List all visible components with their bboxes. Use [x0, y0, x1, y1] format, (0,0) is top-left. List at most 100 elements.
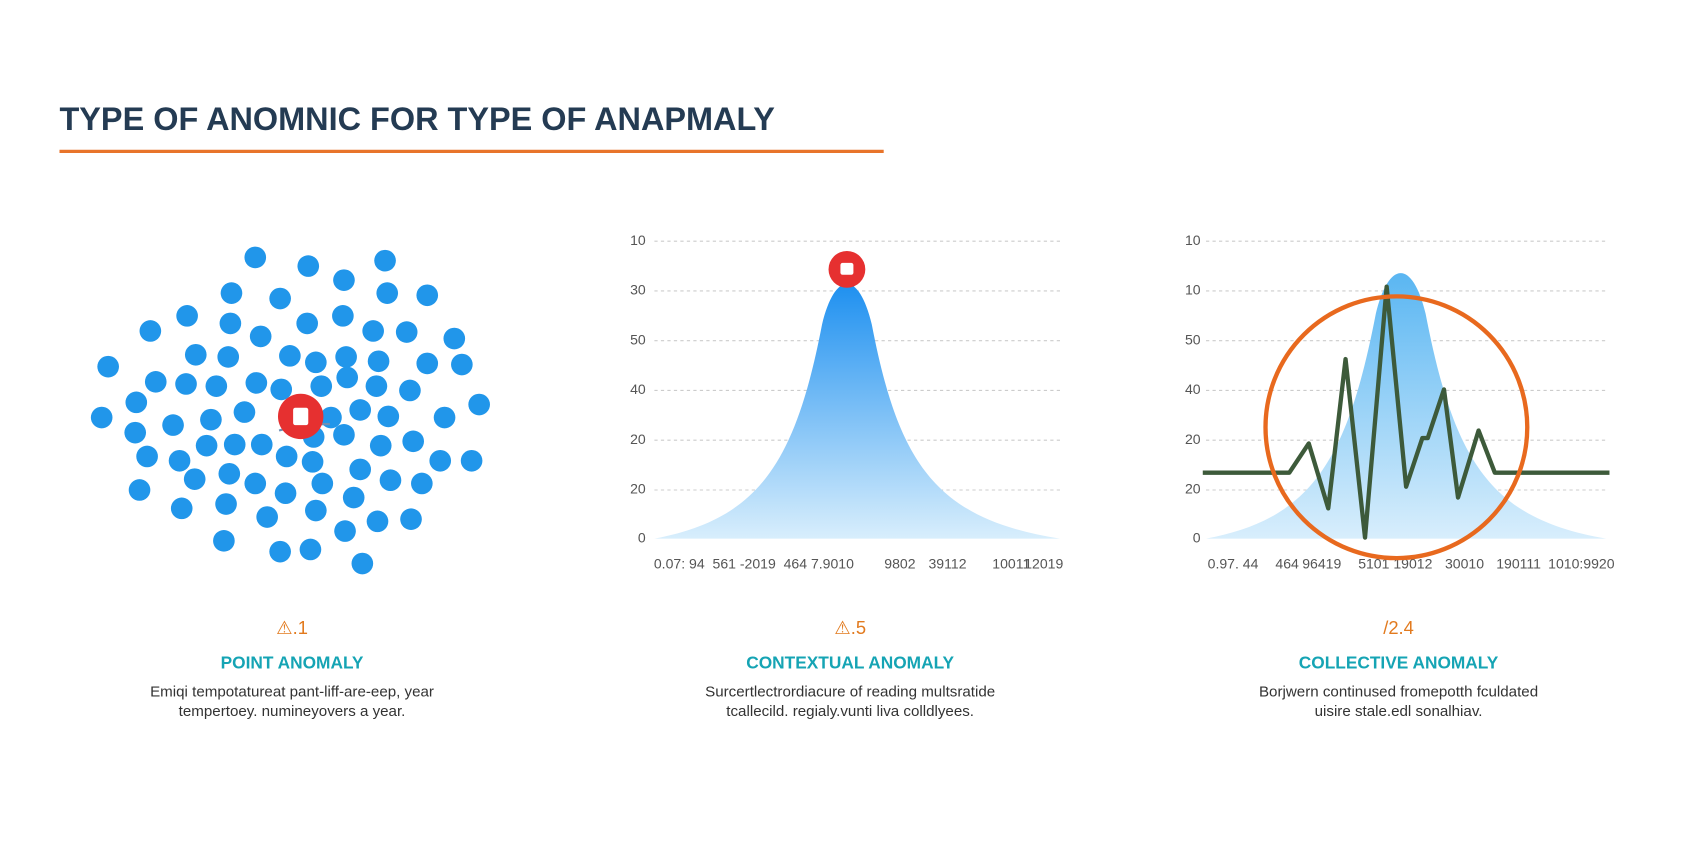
dot [219, 312, 242, 335]
dot [244, 472, 267, 495]
x-tick-label: 464 [1275, 555, 1299, 571]
dot [443, 327, 466, 350]
dot [399, 379, 421, 402]
dot [468, 393, 490, 416]
x-tick-label: 5101 19012 [1358, 555, 1432, 571]
dot [310, 375, 333, 397]
marker-icon [840, 262, 854, 275]
y-tick-label: 20 [630, 481, 646, 497]
x-tick-label: 30010 [1445, 555, 1484, 571]
dot [175, 373, 197, 395]
dot [297, 255, 320, 277]
heading: POINT ANOMALY [221, 652, 364, 672]
dot [90, 406, 113, 429]
y-tick-label: 10 [1185, 282, 1201, 298]
dot [379, 469, 402, 492]
dot [349, 399, 371, 421]
dot [250, 433, 273, 456]
x-tick-label: 561 -2019 [713, 555, 776, 571]
dot [200, 408, 222, 431]
dot [275, 445, 298, 468]
dot [220, 282, 243, 304]
x-tick-label: 9802 [884, 555, 915, 571]
y-tick-label: 20 [1185, 481, 1201, 497]
description: Borjwern continused fromepotth fculdated [1259, 684, 1538, 701]
badge: ⚠.5 [834, 617, 866, 638]
dot [342, 486, 365, 509]
bell-curve [1206, 273, 1607, 539]
dot [223, 433, 246, 456]
dot [215, 493, 237, 515]
description: tcallecild. regialy.vunti liva colldlyee… [726, 703, 974, 720]
dot [279, 345, 301, 367]
x-tick-label: 0.97. 44 [1208, 555, 1259, 571]
y-tick-label: 50 [630, 331, 646, 347]
dot [395, 321, 418, 343]
anomaly-ring [1263, 294, 1530, 561]
title: TYPE OF ANOMNIC FOR TYPE OF ANAPMALY [59, 101, 775, 137]
dot [128, 479, 151, 501]
y-tick-label: 30 [630, 282, 646, 298]
dot [217, 346, 240, 368]
dot [245, 372, 268, 394]
dot [369, 434, 392, 457]
x-tick-label: 10011 [992, 555, 1030, 571]
dot [365, 375, 388, 397]
y-tick-label: 20 [630, 431, 646, 447]
dot [213, 530, 235, 552]
dot [332, 305, 354, 327]
dot [205, 375, 228, 397]
dot [269, 540, 291, 563]
dot [233, 401, 256, 423]
dot [218, 462, 241, 485]
dot [334, 520, 356, 542]
heading: CONTEXTUAL ANOMALY [746, 652, 954, 672]
dot [162, 414, 184, 436]
y-tick-label: 0 [1193, 529, 1201, 545]
y-tick-label: 10 [630, 232, 646, 248]
x-tick-label: 0.07: 94 [654, 555, 705, 571]
dot [270, 378, 293, 401]
badge: ⚠.1 [276, 617, 308, 638]
dot [433, 406, 456, 429]
dot [144, 371, 167, 393]
dot [183, 468, 206, 490]
x-tick-label: 464 7.9010 [784, 555, 854, 571]
dot [97, 355, 119, 378]
captions: ⚠.1 POINT ANOMALY Emiqi tempotatureat pant… [150, 617, 1538, 720]
description: uisire stale.edl sonalhiav. [1315, 703, 1483, 720]
dot [362, 320, 384, 342]
y-tick-label: 20 [1185, 431, 1201, 447]
dot [311, 472, 334, 495]
dot [320, 406, 342, 429]
x-tick-label: 39112 [928, 555, 966, 571]
description: Surcertlectrordiacure of reading multsra… [705, 684, 995, 701]
dot [376, 282, 399, 304]
dot [336, 366, 359, 389]
description: Emiqi tempotatureat pant-liff-are-eep, y… [150, 684, 434, 701]
dot [176, 305, 198, 327]
dot [168, 449, 191, 472]
dot [400, 508, 422, 530]
y-tick-label: 40 [1185, 381, 1201, 397]
dot [296, 312, 318, 335]
badge: /2.4 [1383, 617, 1414, 638]
dot [416, 352, 439, 375]
dot [366, 510, 389, 533]
dot [333, 269, 355, 291]
dot [301, 451, 324, 473]
x-tick-label: 190111 [1496, 555, 1541, 571]
y-tick-label: 0 [638, 529, 646, 545]
dot [125, 391, 148, 414]
dot [170, 497, 193, 520]
scatter-cluster [90, 246, 490, 575]
dot [244, 246, 267, 269]
dot [136, 445, 158, 468]
dot [377, 405, 400, 428]
dot [305, 499, 327, 522]
dot [416, 284, 439, 307]
marker-icon [293, 407, 309, 426]
dot [274, 482, 297, 505]
y-tick-label: 10 [1185, 232, 1201, 248]
